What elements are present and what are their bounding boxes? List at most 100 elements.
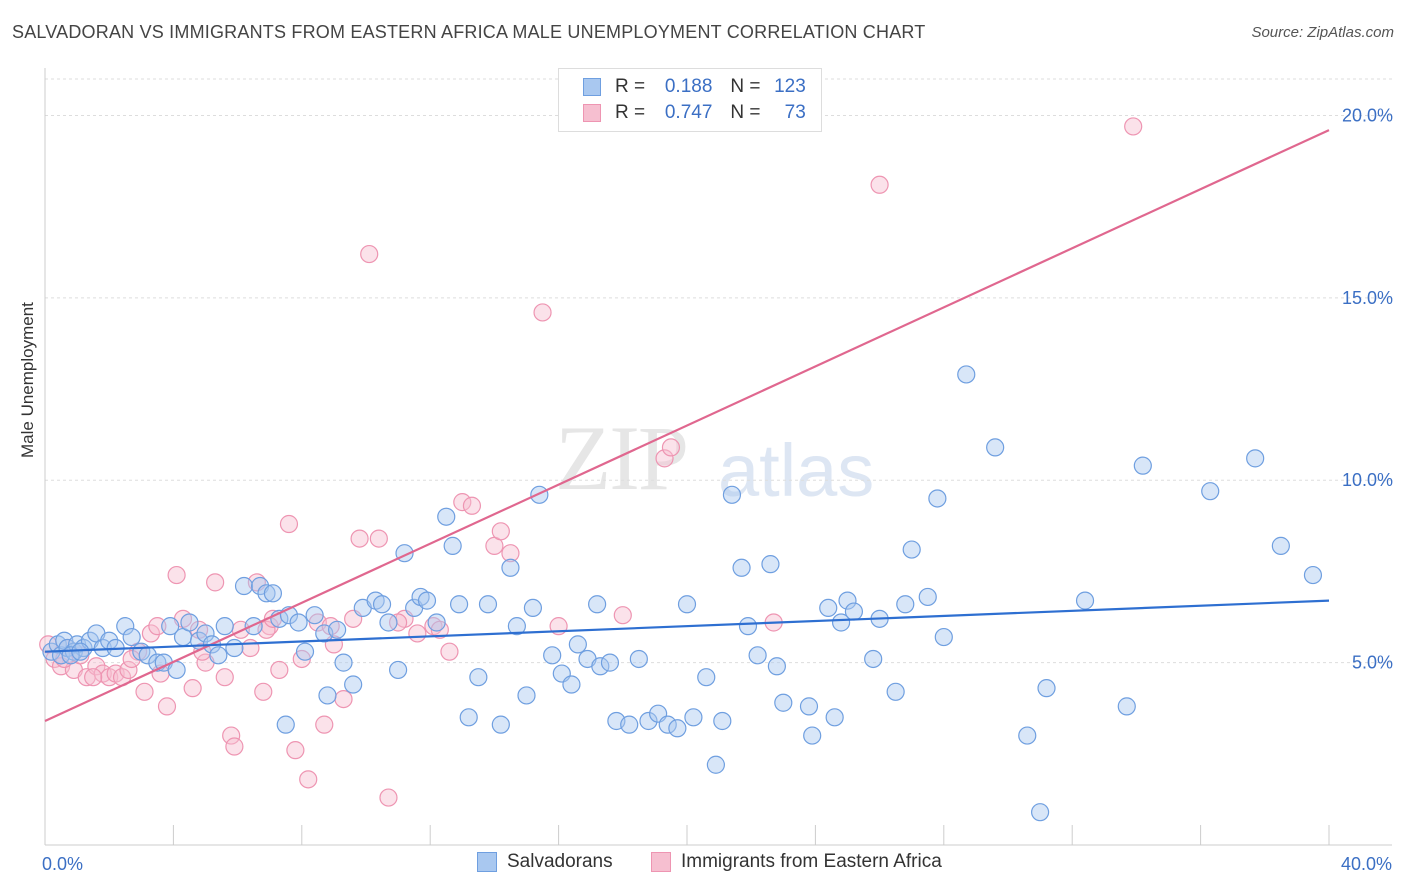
- point-salvadorans: [491, 715, 510, 734]
- point-salvadorans: [1117, 697, 1136, 716]
- point-salvadorans: [122, 627, 141, 647]
- point-salvadorans: [372, 595, 392, 614]
- point-eastern-africa: [501, 544, 520, 563]
- point-salvadorans: [344, 675, 363, 694]
- legend-n-label: N =: [730, 76, 761, 97]
- point-eastern-africa: [408, 624, 427, 643]
- bottom-legend-label: Immigrants from Eastern Africa: [681, 851, 942, 872]
- point-salvadorans: [530, 485, 549, 504]
- point-salvadorans: [819, 598, 838, 618]
- point-salvadorans: [334, 653, 353, 672]
- point-eastern-africa: [350, 529, 369, 548]
- y-tick-label: 15.0%: [1342, 288, 1393, 308]
- point-salvadorans: [180, 613, 199, 632]
- point-eastern-africa: [655, 449, 674, 468]
- point-salvadorans: [389, 660, 408, 680]
- point-salvadorans: [677, 595, 697, 614]
- point-salvadorans: [501, 558, 520, 577]
- correlation-legend: R = 0.188 N = 123 R = 0.747 N = 73: [558, 68, 822, 132]
- point-salvadorans: [738, 617, 758, 636]
- point-salvadorans: [799, 697, 819, 716]
- x-tick-label: 40.0%: [1341, 854, 1392, 874]
- point-salvadorans: [697, 668, 716, 687]
- point-salvadorans: [1030, 803, 1050, 822]
- point-eastern-africa: [279, 514, 299, 534]
- point-salvadorans: [543, 646, 562, 665]
- point-salvadorans: [918, 587, 937, 607]
- y-tick-label: 20.0%: [1342, 105, 1393, 125]
- point-salvadorans: [459, 708, 478, 727]
- point-eastern-africa: [119, 660, 138, 680]
- point-salvadorans: [379, 613, 398, 632]
- point-eastern-africa: [84, 668, 103, 687]
- bottom-legend-label: Salvadorans: [507, 851, 613, 872]
- point-salvadorans: [215, 617, 234, 636]
- chart-title: SALVADORAN VS IMMIGRANTS FROM EASTERN AF…: [12, 22, 926, 42]
- point-salvadorans: [748, 646, 767, 665]
- point-salvadorans: [305, 606, 324, 625]
- legend-r-value: 0.747: [664, 102, 713, 123]
- y-tick-label: 10.0%: [1342, 470, 1393, 490]
- point-salvadorans: [1201, 482, 1220, 501]
- point-eastern-africa: [157, 697, 177, 716]
- point-eastern-africa: [215, 668, 234, 687]
- point-salvadorans: [1246, 449, 1265, 468]
- legend-r-label: R =: [615, 102, 646, 123]
- point-eastern-africa: [206, 573, 225, 592]
- bottom-legend-swatch-blue: [477, 852, 497, 872]
- point-eastern-africa: [225, 737, 244, 756]
- trend-lines: [44, 129, 1330, 722]
- point-salvadorans: [620, 715, 639, 734]
- trend-line-salvadorans: [44, 599, 1330, 653]
- point-salvadorans: [161, 617, 180, 636]
- point-salvadorans: [658, 715, 677, 734]
- watermark-atlas: atlas: [718, 429, 875, 512]
- point-salvadorans: [803, 726, 822, 745]
- point-salvadorans: [449, 595, 469, 614]
- point-salvadorans: [928, 489, 947, 508]
- point-salvadorans: [825, 708, 844, 727]
- series-eastern-africa-points: [39, 117, 1143, 807]
- point-salvadorans: [507, 617, 526, 636]
- point-salvadorans: [478, 595, 498, 614]
- point-eastern-africa: [369, 529, 388, 548]
- point-eastern-africa: [334, 689, 353, 709]
- point-salvadorans: [295, 642, 315, 661]
- legend-n-label: N =: [730, 102, 761, 123]
- y-axis-label: Male Unemployment: [18, 302, 37, 458]
- bottom-legend-swatch-pink: [651, 852, 671, 872]
- point-salvadorans: [844, 602, 864, 621]
- legend-r-value: 0.188: [664, 76, 713, 97]
- series-salvadorans-points: [42, 365, 1323, 822]
- point-salvadorans: [591, 657, 610, 676]
- point-salvadorans: [1037, 679, 1056, 698]
- point-salvadorans: [517, 686, 536, 705]
- point-eastern-africa: [315, 715, 334, 734]
- point-eastern-africa: [533, 303, 552, 322]
- chart-source: Source: ZipAtlas.com: [1251, 24, 1394, 41]
- point-salvadorans: [761, 555, 780, 574]
- point-salvadorans: [902, 540, 921, 559]
- point-salvadorans: [639, 711, 658, 731]
- point-salvadorans: [469, 668, 488, 687]
- point-eastern-africa: [661, 438, 681, 457]
- point-eastern-africa: [87, 657, 106, 676]
- point-salvadorans: [427, 613, 446, 632]
- point-eastern-africa: [135, 682, 154, 701]
- point-eastern-africa: [222, 726, 241, 745]
- bottom-legend-eastern-africa: Immigrants from Eastern Africa: [651, 851, 942, 873]
- point-salvadorans: [443, 536, 462, 555]
- point-salvadorans: [225, 638, 244, 658]
- axes: [44, 68, 1392, 846]
- point-salvadorans: [1271, 536, 1290, 555]
- point-salvadorans: [896, 595, 915, 614]
- point-salvadorans: [71, 642, 90, 661]
- point-eastern-africa: [453, 493, 472, 512]
- point-salvadorans: [437, 507, 456, 526]
- point-salvadorans: [864, 649, 883, 669]
- point-salvadorans: [1303, 565, 1323, 585]
- legend-r-label: R =: [615, 76, 646, 97]
- tick-labels: 5.0% 10.0% 15.0% 20.0% 0.0% 40.0%: [42, 105, 1393, 874]
- point-salvadorans: [732, 558, 751, 577]
